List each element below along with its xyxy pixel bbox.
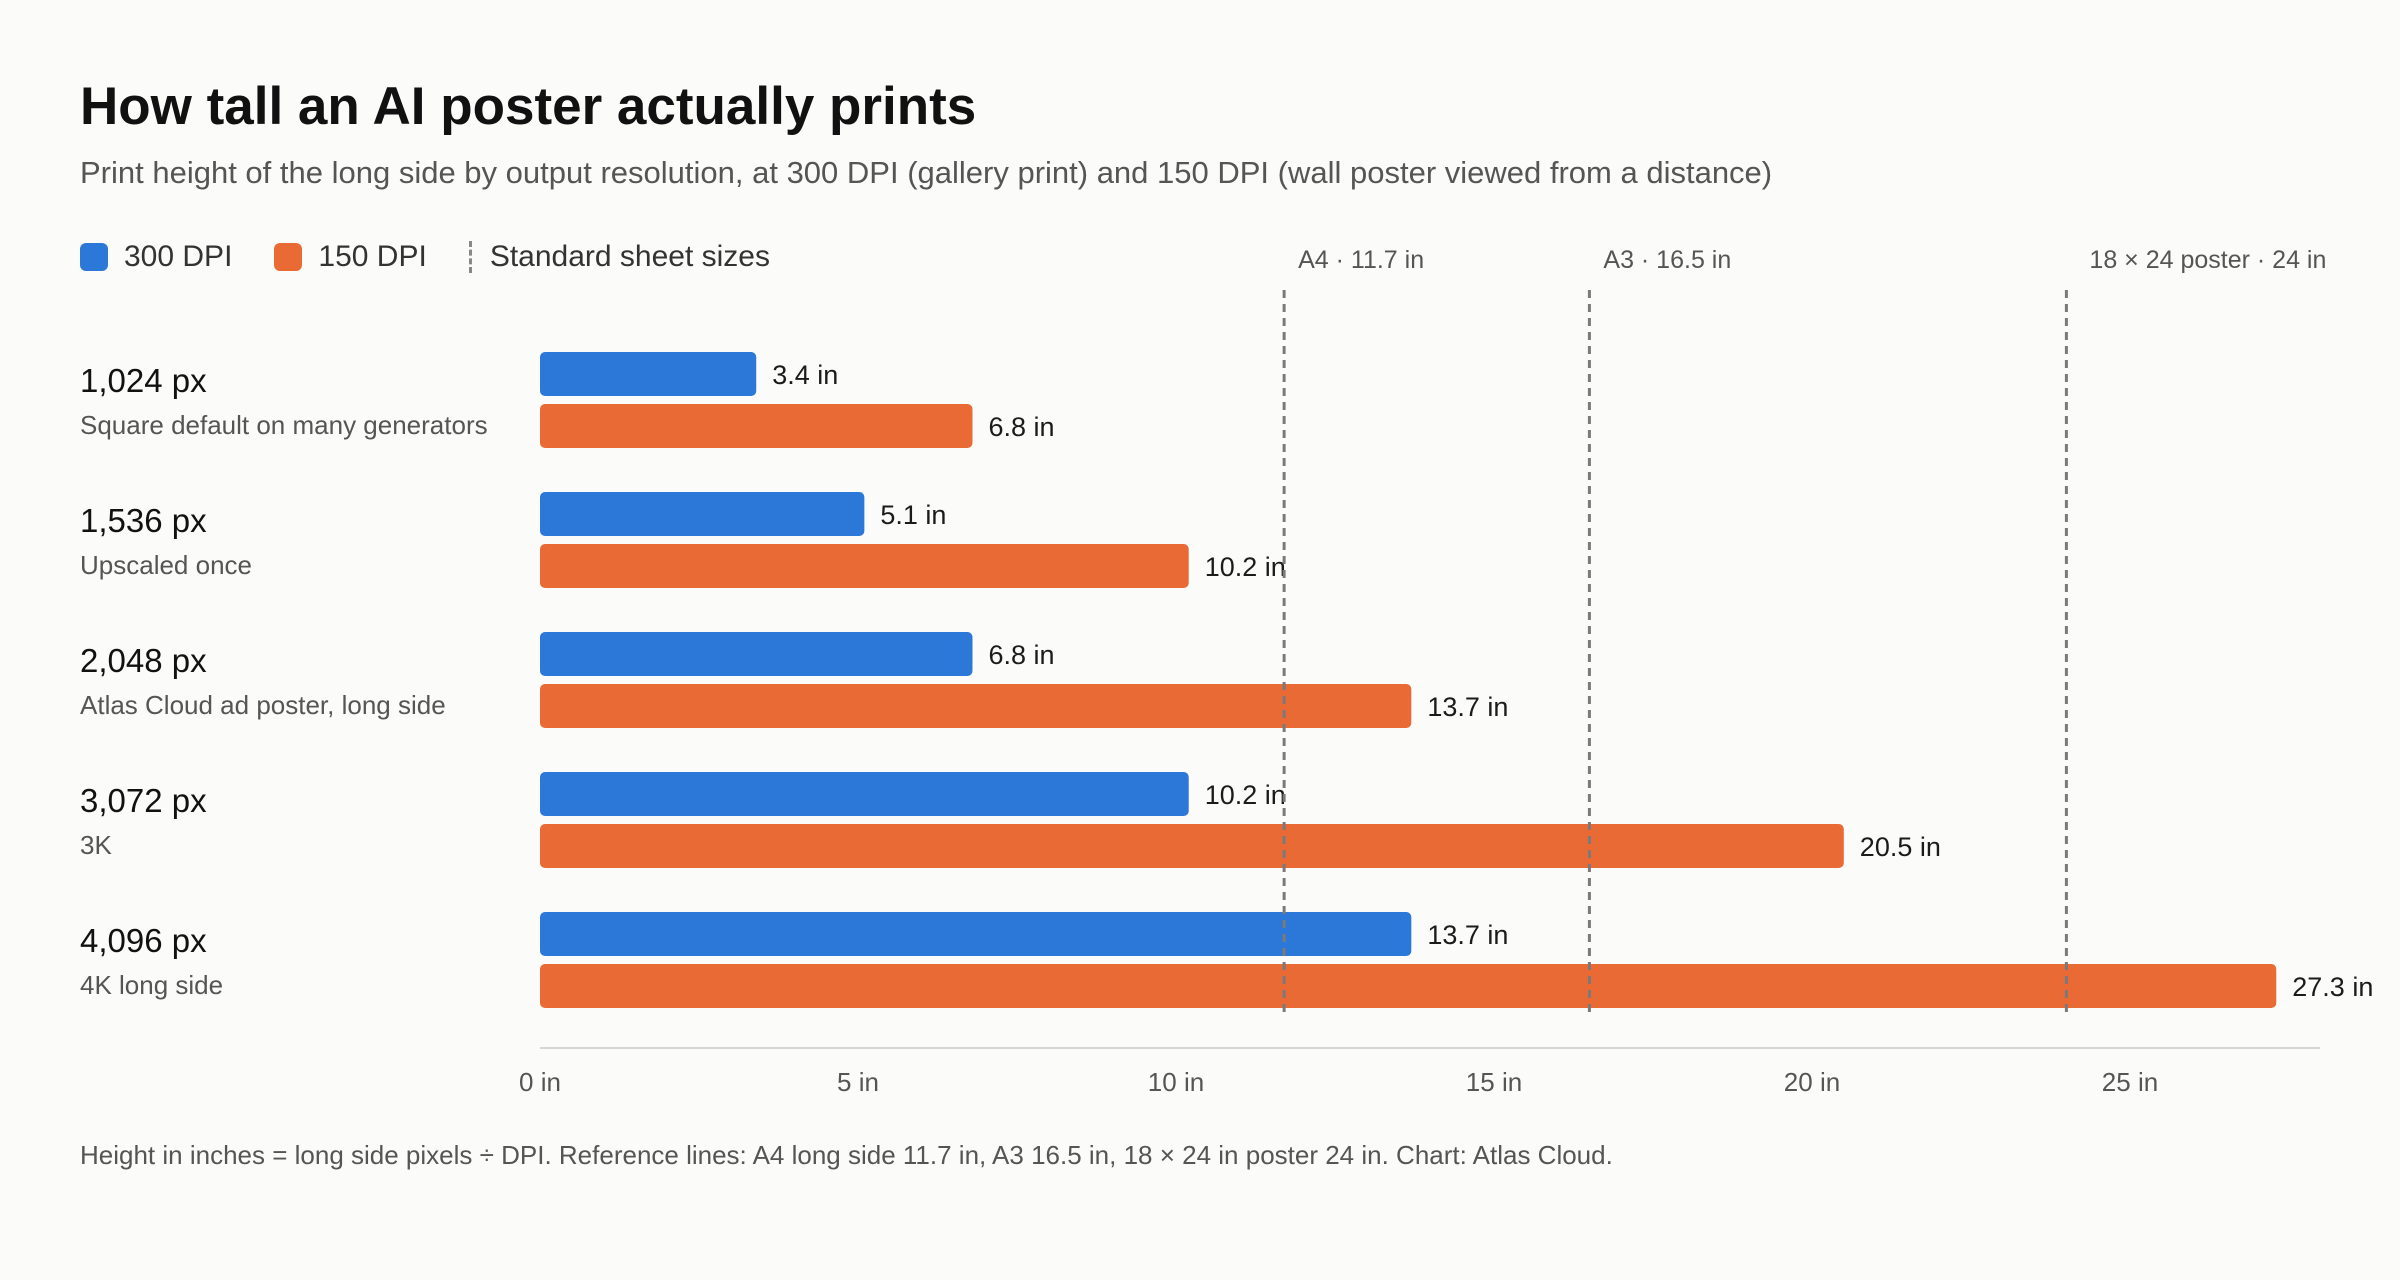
bar-value-label: 10.2 in <box>1205 780 1286 810</box>
bar-150dpi <box>540 404 973 448</box>
reference-line-label: 18 × 24 poster · 24 in <box>2089 246 2326 274</box>
bar-value-label: 13.7 in <box>1427 692 1508 722</box>
row-label-px: 1,024 px <box>80 362 207 399</box>
bar-150dpi <box>540 964 2277 1008</box>
row-label-desc: Square default on many generators <box>80 410 488 440</box>
x-tick-label: 10 in <box>1148 1067 1204 1097</box>
legend-label-reference: Standard sheet sizes <box>489 240 770 273</box>
bar-150dpi <box>540 824 1844 868</box>
row-label-px: 1,536 px <box>80 502 207 539</box>
x-tick-label: 20 in <box>1784 1067 1840 1097</box>
bar-value-label: 6.8 in <box>988 640 1054 670</box>
row-label-px: 4,096 px <box>80 922 207 959</box>
chart-footnote: Height in inches = long side pixels ÷ DP… <box>80 1140 1613 1170</box>
x-tick-label: 5 in <box>837 1067 879 1097</box>
bar-value-label: 5.1 in <box>880 500 946 530</box>
bar-150dpi <box>540 684 1412 728</box>
x-tick-label: 25 in <box>2102 1067 2158 1097</box>
bar-300dpi <box>540 772 1189 816</box>
bar-value-label: 10.2 in <box>1205 552 1286 582</box>
row-label-desc: 4K long side <box>80 970 224 1000</box>
bar-300dpi <box>540 912 1412 956</box>
bar-value-label: 6.8 in <box>988 412 1054 442</box>
bar-value-label: 27.3 in <box>2292 972 2373 1002</box>
legend-dash-icon <box>468 241 472 273</box>
row-label-desc: 3K <box>80 830 112 860</box>
chart-title: How tall an AI poster actually prints <box>80 77 977 136</box>
reference-line-label: A4 · 11.7 in <box>1298 246 1424 274</box>
legend-item-150dpi: 150 DPI <box>274 240 427 274</box>
bar-300dpi <box>540 352 757 396</box>
bar-150dpi <box>540 544 1189 588</box>
legend: 300 DPI 150 DPI Standard sheet sizes <box>80 240 770 274</box>
row-label-1: 1,536 px Upscaled once <box>80 502 252 581</box>
chart-subtitle: Print height of the long side by output … <box>80 155 1773 190</box>
legend-label-300dpi: 300 DPI <box>124 240 233 273</box>
bar-value-label: 20.5 in <box>1860 832 1941 862</box>
row-label-2: 2,048 px Atlas Cloud ad poster, long sid… <box>80 642 446 721</box>
row-label-0: 1,024 px Square default on many generato… <box>80 362 488 441</box>
row-label-px: 3,072 px <box>80 782 207 819</box>
row-label-desc: Upscaled once <box>80 550 252 580</box>
bar-300dpi <box>540 492 865 536</box>
x-tick-label: 0 in <box>519 1067 561 1097</box>
bar-value-label: 13.7 in <box>1427 920 1508 950</box>
row-label-desc: Atlas Cloud ad poster, long side <box>80 690 446 720</box>
x-tick-label: 15 in <box>1466 1067 1522 1097</box>
legend-label-150dpi: 150 DPI <box>318 240 427 273</box>
legend-item-reference: Standard sheet sizes <box>468 240 770 274</box>
legend-item-300dpi: 300 DPI <box>80 240 232 274</box>
row-label-3: 3,072 px 3K <box>80 782 207 861</box>
bar-value-label: 3.4 in <box>772 360 838 390</box>
reference-line-label: A3 · 16.5 in <box>1603 246 1731 274</box>
bar-300dpi <box>540 632 973 676</box>
row-label-px: 2,048 px <box>80 642 207 679</box>
legend-swatch-150dpi <box>274 243 303 271</box>
row-label-4: 4,096 px 4K long side <box>80 922 223 1001</box>
legend-swatch-300dpi <box>80 243 108 271</box>
